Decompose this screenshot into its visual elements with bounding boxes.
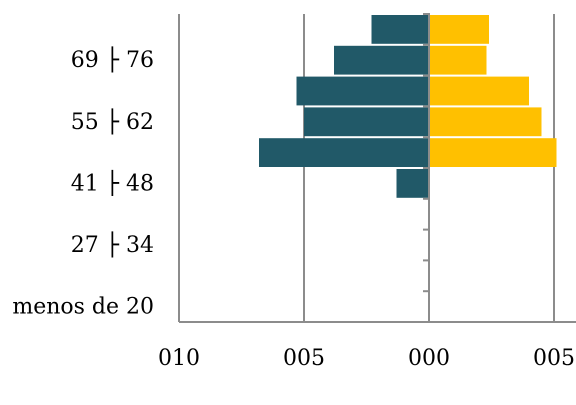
tick-labels: 010 005 000 005 menos de 20 27 ├ 34 41 ├ 48 55 … xyxy=(12,46,575,371)
bar-right-8 xyxy=(429,45,487,75)
bar-right-7 xyxy=(429,76,529,106)
bar-left-6 xyxy=(304,107,429,137)
y-tick-label: 55 ├ 62 xyxy=(71,108,154,135)
bar-left-8 xyxy=(334,45,429,75)
y-tick-label: 27 ├ 34 xyxy=(71,231,154,258)
bar-right-5 xyxy=(429,138,557,167)
bar-left-5 xyxy=(259,138,429,167)
bar-right-9 xyxy=(429,15,489,44)
y-tick-label: menos de 20 xyxy=(12,295,154,320)
bar-left-7 xyxy=(296,76,429,106)
bar-right-6 xyxy=(429,107,542,137)
x-tick-label: 005 xyxy=(283,346,325,371)
bar-left-9 xyxy=(371,15,429,44)
bars xyxy=(259,15,557,198)
y-tick-label: 41 ├ 48 xyxy=(71,169,154,196)
x-tick-label: 000 xyxy=(408,346,450,371)
y-tick-label: 69 ├ 76 xyxy=(71,46,154,73)
x-tick-label: 005 xyxy=(533,346,575,371)
gridlines xyxy=(178,14,555,322)
bar-left-4 xyxy=(396,169,429,198)
x-tick-label: 010 xyxy=(158,346,200,371)
axes xyxy=(179,13,576,323)
